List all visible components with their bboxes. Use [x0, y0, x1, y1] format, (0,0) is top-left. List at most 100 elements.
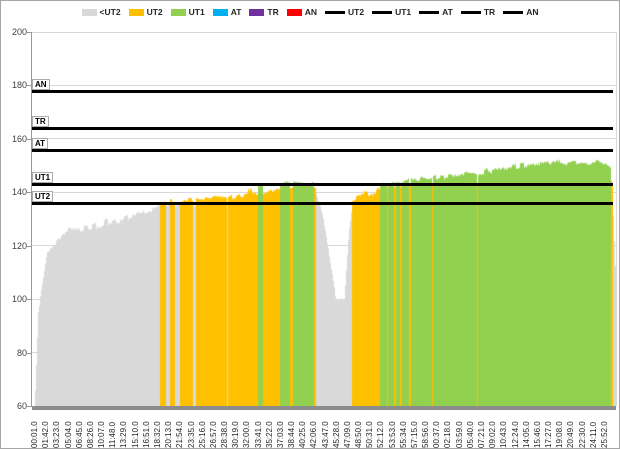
x-tick-label: 00:37.0 — [432, 421, 442, 448]
x-tick-label: 25:52.0 — [599, 421, 609, 448]
legend-label: UT2 — [146, 7, 163, 17]
y-tick-label: 100 — [11, 294, 27, 305]
x-tick-label: 00:01.0 — [30, 421, 40, 448]
legend-line-swatch — [503, 10, 524, 14]
threshold-label-tr: TR — [32, 116, 49, 128]
legend-label: UT2 — [348, 7, 365, 17]
threshold-label-an: AN — [32, 78, 50, 90]
x-tick-label: 08:26.0 — [85, 421, 95, 448]
legend-label: UT1 — [395, 7, 412, 17]
x-tick-label: 07:21.0 — [477, 421, 486, 448]
x-tick-label: 03:59.0 — [454, 421, 464, 448]
x-tick-label: 58:56.0 — [421, 421, 431, 448]
legend-item-line-tr: TR — [460, 7, 496, 17]
threshold-line-tr — [32, 127, 613, 131]
legend-area-swatch — [212, 8, 228, 16]
legend-line-swatch — [325, 10, 346, 14]
y-tick — [27, 299, 32, 301]
legend-area-swatch — [128, 8, 144, 16]
y-tick-label: 80 — [16, 347, 27, 358]
x-tick-label: 14:05.0 — [521, 421, 531, 448]
x-tick-label: 23:35.0 — [186, 421, 196, 448]
y-tick-label: 180 — [11, 80, 27, 91]
legend-item-at: AT — [212, 7, 242, 17]
threshold-line-an — [32, 89, 613, 93]
legend-label: AT — [230, 7, 242, 17]
x-tick-label: 33:41.0 — [253, 421, 263, 448]
x-tick-label: 25:16.0 — [197, 421, 207, 448]
x-tick-label: 45:28.0 — [331, 421, 341, 448]
x-tick-label: 15:10.0 — [130, 421, 140, 448]
x-tick-label: 35:22.0 — [264, 421, 274, 448]
x-tick-label: 30:19.0 — [231, 421, 241, 448]
y-tick — [27, 245, 32, 247]
legend-item-line-at: AT — [419, 7, 453, 17]
legend-item-line-ut1: UT1 — [372, 7, 411, 17]
y-tick-label: 140 — [11, 187, 27, 198]
x-tick-label: 53:53.0 — [387, 421, 397, 448]
x-tick-label: 57:15.0 — [409, 421, 419, 448]
x-tick-label: 21:54.0 — [175, 421, 185, 448]
x-tick-label: 55:34.0 — [398, 421, 408, 448]
x-tick-label: 20:49.0 — [566, 421, 576, 448]
x-tick-label: 19:08.0 — [555, 421, 565, 448]
threshold-label-at: AT — [32, 137, 49, 149]
y-tick — [27, 85, 32, 87]
x-tick-label: 42:06.0 — [309, 421, 319, 448]
legend-area-swatch — [81, 8, 97, 16]
x-tick-label: 17:27.0 — [544, 421, 554, 448]
legend-label: TR — [483, 7, 496, 17]
legend-item-lt-ut2: <UT2 — [81, 7, 121, 17]
x-tick-label: 43:47.0 — [320, 421, 330, 448]
legend-item-an: AN — [286, 7, 317, 17]
x-tick-label: 38:44.0 — [287, 421, 297, 448]
y-tick-label: 160 — [11, 133, 27, 144]
legend-item-ut1: UT1 — [170, 7, 205, 17]
x-tick-label: 13:29.0 — [119, 421, 129, 448]
x-tick-label: 28:38.0 — [220, 421, 230, 448]
legend-line-swatch — [419, 10, 440, 14]
y-tick — [27, 138, 32, 140]
x-tick-label: 15:46.0 — [532, 421, 542, 448]
plot-right-border — [616, 32, 617, 406]
x-tick-label: 48:50.0 — [354, 421, 364, 448]
x-axis-line — [32, 406, 616, 410]
y-tick-label: 60 — [16, 401, 27, 411]
legend-label: <UT2 — [99, 7, 121, 17]
area-series-canvas — [32, 32, 616, 406]
x-tick-label: 24:11.0 — [588, 421, 598, 448]
threshold-label-ut2: UT2 — [32, 190, 54, 202]
legend-item-tr: TR — [249, 7, 279, 17]
x-tick-label: 09:02.0 — [488, 421, 498, 448]
y-tick — [27, 192, 32, 194]
y-tick-label: 200 — [11, 27, 27, 37]
legend-label: AT — [442, 7, 453, 17]
legend-line-swatch — [460, 10, 481, 14]
x-tick-label: 40:25.0 — [298, 421, 308, 448]
threshold-line-ut2 — [32, 201, 613, 205]
x-tick-label: 11:48.0 — [108, 421, 118, 448]
x-tick-label: 26:57.0 — [208, 421, 218, 448]
x-tick-label: 06:45.0 — [74, 421, 84, 448]
y-tick — [27, 352, 32, 354]
legend-area-swatch — [286, 8, 302, 16]
threshold-line-ut1 — [32, 183, 613, 187]
legend-label: AN — [526, 7, 539, 17]
legend-area-swatch — [170, 8, 186, 16]
x-tick-label: 03:23.0 — [52, 421, 62, 448]
legend: <UT2 UT2 UT1 AT TR AN UT2 UT1 AT TR AN — [1, 5, 619, 19]
x-tick-label: 02:18.0 — [443, 421, 453, 448]
y-axis-line — [31, 32, 32, 406]
x-tick-label: 18:32.0 — [153, 421, 162, 448]
x-tick-label: 05:04.0 — [63, 421, 73, 448]
legend-area-swatch — [249, 8, 265, 16]
x-tick-label: 16:51.0 — [141, 421, 151, 448]
legend-line-swatch — [372, 10, 393, 14]
legend-item-line-an: AN — [503, 7, 538, 17]
plot-area: AN TR AT UT1 UT2 — [32, 31, 616, 406]
x-tick-label: 12:24.0 — [510, 421, 520, 448]
x-tick-label: 05:40.0 — [465, 421, 475, 448]
x-tick-label: 50:31.0 — [365, 421, 375, 448]
threshold-label-ut1: UT1 — [32, 172, 54, 184]
